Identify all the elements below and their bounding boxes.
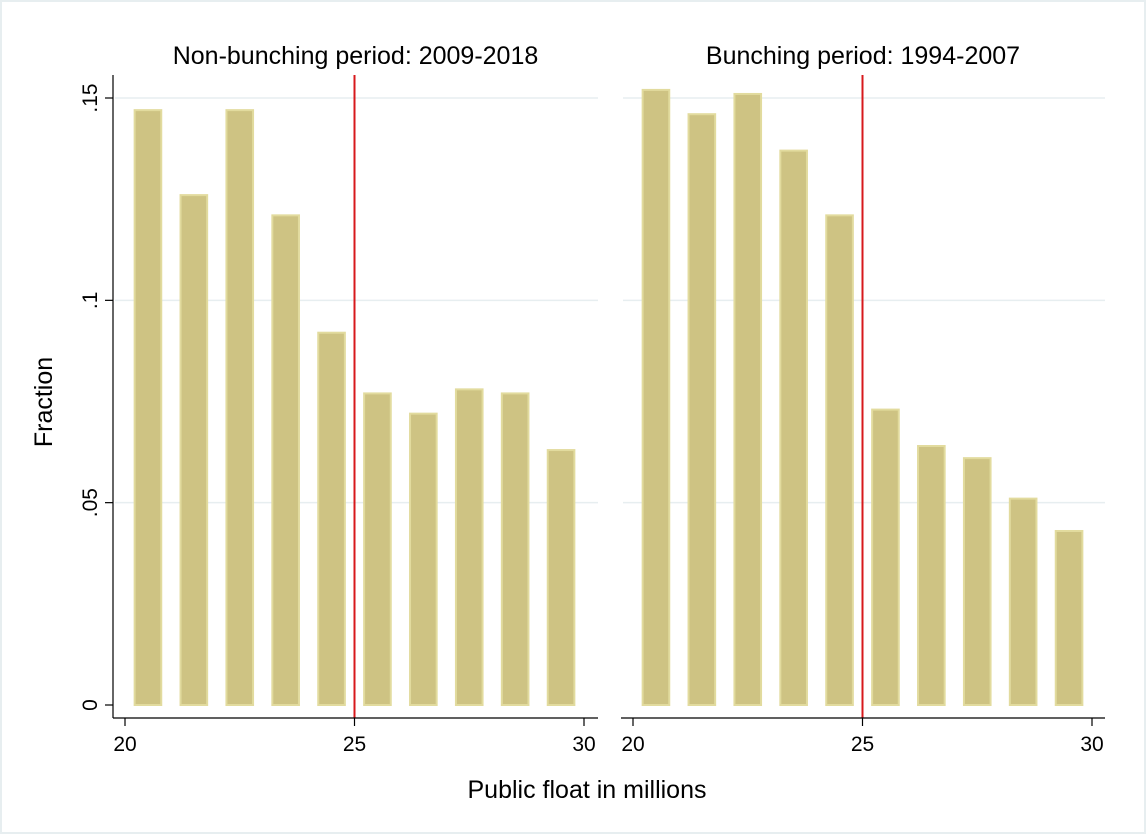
panel-title: Bunching period: 1994-2007: [706, 42, 1020, 70]
x-tick-label: 25: [343, 733, 366, 756]
panel-title: Non-bunching period: 2009-2018: [173, 42, 539, 70]
bar: [733, 92, 763, 707]
bar: [500, 392, 530, 706]
bar: [825, 214, 854, 706]
y-tick-label: 0: [79, 699, 102, 711]
bar: [454, 388, 484, 706]
x-tick-label: 20: [113, 733, 136, 756]
bar: [1054, 529, 1084, 707]
bar: [641, 88, 671, 706]
bar: [871, 408, 900, 706]
x-tick-label: 30: [1080, 733, 1103, 756]
bar: [225, 109, 255, 706]
x-tick-label: 25: [851, 733, 874, 756]
panel-1: 20 25 30 0 .05 .1 .15 Non-bunching period: 2009…: [79, 42, 598, 756]
bar: [546, 449, 576, 706]
y-tick-label: .05: [79, 488, 102, 517]
y-tick-label: .15: [79, 83, 102, 112]
bar: [133, 109, 163, 706]
y-tick-label: .1: [79, 292, 102, 310]
bar: [271, 214, 300, 706]
x-tick-label: 20: [621, 733, 644, 756]
bar: [409, 412, 438, 706]
bar: [179, 194, 209, 706]
bar: [779, 149, 808, 706]
bar: [1008, 497, 1038, 706]
bar: [317, 331, 346, 706]
y-axis-title: Fraction: [30, 357, 58, 447]
x-axis-title: Public float in millions: [468, 776, 707, 804]
bar: [687, 113, 717, 707]
bar: [917, 445, 946, 706]
bar: [962, 457, 992, 706]
bar: [363, 392, 392, 706]
panels: 20 25 30 0 .05 .1 .15 Non-bunching period: 2009…: [79, 42, 1105, 756]
x-tick-label: 30: [572, 733, 595, 756]
panel-2: 20 25 30 Bunching period: 1994-2007: [621, 42, 1105, 756]
